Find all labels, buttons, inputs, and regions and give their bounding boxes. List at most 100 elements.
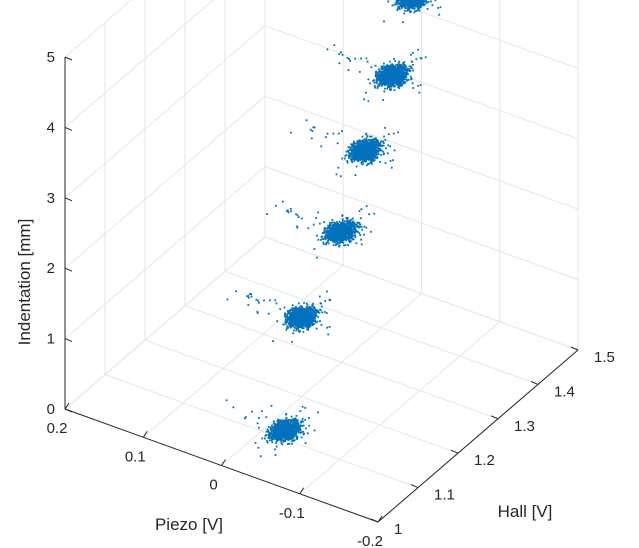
scatter-point — [350, 218, 353, 221]
scatter-point — [351, 232, 354, 235]
scatter-point — [311, 310, 313, 313]
scatter-point — [294, 434, 297, 436]
scatter-point — [345, 154, 348, 157]
scatter-point — [281, 443, 284, 446]
scatter-point — [300, 323, 303, 326]
scatter-point — [310, 312, 313, 315]
scatter-point — [392, 159, 394, 162]
scatter-point — [329, 237, 332, 239]
scatter-point — [332, 225, 335, 228]
scatter-point — [296, 307, 299, 310]
scatter-point — [277, 418, 279, 421]
scatter-point — [312, 313, 314, 316]
scatter-point — [292, 332, 295, 335]
scatter-point — [331, 229, 334, 232]
scatter-point — [329, 239, 332, 241]
scatter-point — [370, 150, 373, 153]
scatter-point — [343, 228, 346, 231]
scatter-point — [339, 227, 342, 229]
scatter-point — [378, 85, 381, 87]
scatter-point — [326, 231, 328, 234]
scatter-point — [278, 426, 281, 429]
scatter-point — [282, 440, 285, 443]
scatter-point — [309, 319, 312, 322]
scatter-point — [307, 309, 310, 312]
scatter-point — [274, 430, 276, 433]
scatter-point — [338, 220, 341, 223]
scatter-point — [284, 438, 287, 441]
scatter-point — [274, 204, 277, 207]
scatter-point — [286, 325, 289, 328]
scatter-point — [309, 128, 312, 131]
scatter-point — [338, 62, 341, 65]
scatter-point — [345, 231, 348, 234]
scatter-point — [295, 435, 298, 438]
scatter-point — [361, 154, 363, 156]
scatter-point — [340, 241, 343, 244]
scatter-point — [303, 320, 306, 322]
scatter-point — [379, 160, 382, 163]
scatter-point — [355, 229, 357, 232]
scatter-point — [267, 430, 270, 433]
scatter-point — [312, 223, 315, 226]
scatter-point — [347, 235, 350, 238]
y-tick-mark — [530, 380, 539, 385]
scatter-point — [297, 328, 300, 330]
scatter-point — [405, 78, 408, 81]
scatter-point — [381, 145, 384, 147]
scatter-point — [356, 146, 359, 148]
scatter-point — [382, 73, 385, 76]
scatter-point — [278, 419, 281, 422]
scatter-point — [328, 229, 331, 232]
scatter-point — [340, 234, 343, 237]
scatter-point — [319, 302, 322, 305]
scatter-point — [285, 328, 288, 331]
scatter-point — [335, 230, 338, 233]
scatter-point — [348, 146, 350, 149]
scatter-point — [384, 87, 386, 90]
scatter-point — [288, 426, 291, 429]
scatter-point — [352, 158, 355, 161]
scatter-point — [299, 431, 302, 434]
scatter-point — [378, 70, 381, 72]
scatter-point — [399, 65, 401, 68]
scatter-point — [307, 314, 310, 316]
scatter-point — [264, 437, 266, 440]
scatter-point — [290, 421, 293, 423]
scatter-point — [299, 424, 302, 427]
scatter-point — [363, 233, 365, 236]
wall-grid-line — [264, 95, 579, 210]
scatter-point — [339, 229, 342, 232]
scatter-point — [297, 302, 300, 305]
scatter-point — [293, 320, 296, 323]
scatter-point — [330, 229, 332, 232]
scatter-point — [356, 230, 359, 233]
scatter-point — [341, 228, 344, 231]
scatter-point — [333, 230, 336, 233]
scatter-point — [282, 419, 285, 422]
scatter-point — [313, 311, 316, 314]
scatter-point — [308, 305, 311, 308]
scatter-point — [326, 227, 329, 229]
scatter-point — [297, 216, 300, 219]
y-tick-mark — [570, 346, 579, 351]
scatter-point — [353, 147, 355, 150]
scatter-point — [308, 310, 311, 313]
scatter-point — [411, 82, 414, 85]
scatter-point — [334, 232, 336, 235]
scatter-point — [364, 151, 367, 153]
scatter-point — [351, 233, 354, 236]
scatter-point — [346, 230, 349, 233]
scatter-point — [340, 239, 343, 242]
scatter-point — [358, 148, 361, 151]
scatter-point — [284, 434, 287, 437]
scatter-point — [345, 226, 348, 229]
scatter-point — [353, 152, 356, 155]
scatter-point — [344, 238, 347, 241]
scatter-point — [372, 138, 375, 141]
axes — [64, 56, 579, 523]
scatter-point — [360, 145, 362, 148]
scatter-point — [270, 404, 273, 407]
scatter-point — [393, 85, 396, 88]
scatter-point — [293, 439, 296, 441]
